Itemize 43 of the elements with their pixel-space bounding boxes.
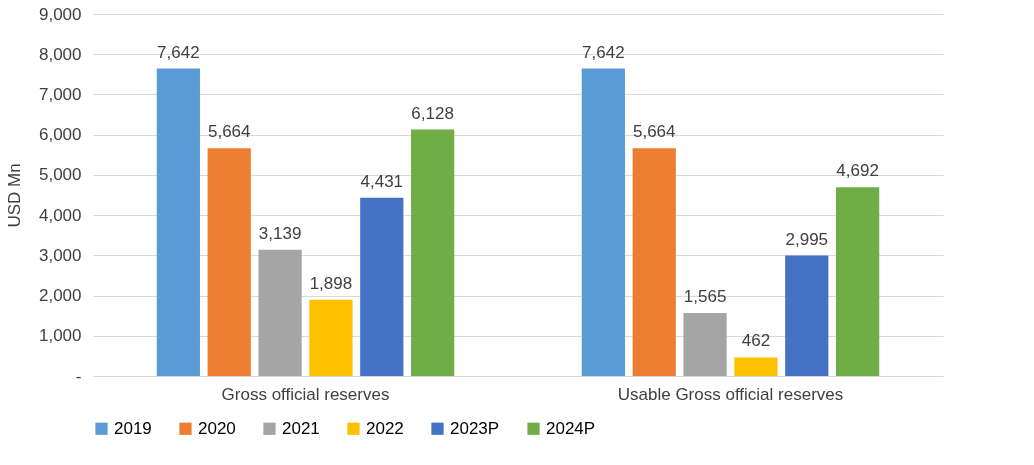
y-tick-label: 3,000 [38,245,82,265]
data-label: 6,128 [411,103,454,123]
y-tick-label: 1,000 [38,326,82,346]
data-label: 5,664 [207,122,251,142]
data-label: 5,664 [632,122,676,142]
data-label: 7,642 [582,42,625,62]
legend-label: 2019 [114,418,152,438]
y-tick-label: 5,000 [38,165,82,185]
y-tick-label: 6,000 [38,125,82,145]
bar [309,299,353,376]
bar [785,255,829,376]
legend-label: 2020 [198,418,236,438]
y-tick-label: 8,000 [38,44,82,64]
legend-label: 2021 [282,418,320,438]
bar [258,249,302,376]
bar [734,357,778,376]
legend-label: 2023P [450,418,500,438]
legend-label: 2022 [366,418,404,438]
y-tick-label: 9,000 [38,4,82,24]
data-label: 1,565 [683,287,727,307]
bar [632,148,676,376]
x-tick-label: Gross official reserves [221,384,390,404]
bar [411,129,455,376]
y-tick-label: 7,000 [38,84,82,104]
bar [156,68,200,376]
data-label: 4,692 [836,161,879,181]
bar [360,197,404,376]
y-tick-label: 2,000 [38,286,82,306]
x-tick-label: Usable Gross official reserves [617,384,844,404]
data-label: 1,898 [309,273,353,293]
bar [683,313,727,376]
bar [581,68,625,376]
bar [836,187,880,376]
legend-label: 2024P [546,418,596,438]
y-axis-title: USD Mn [4,163,24,228]
data-label: 3,139 [258,223,302,243]
y-tick-label: - [75,366,82,386]
data-label: 7,642 [157,42,200,62]
y-tick-label: 4,000 [38,205,82,225]
data-label: 4,431 [360,171,404,191]
data-label: 2,995 [785,229,829,249]
data-label: 462 [741,331,771,351]
bar [207,148,251,376]
